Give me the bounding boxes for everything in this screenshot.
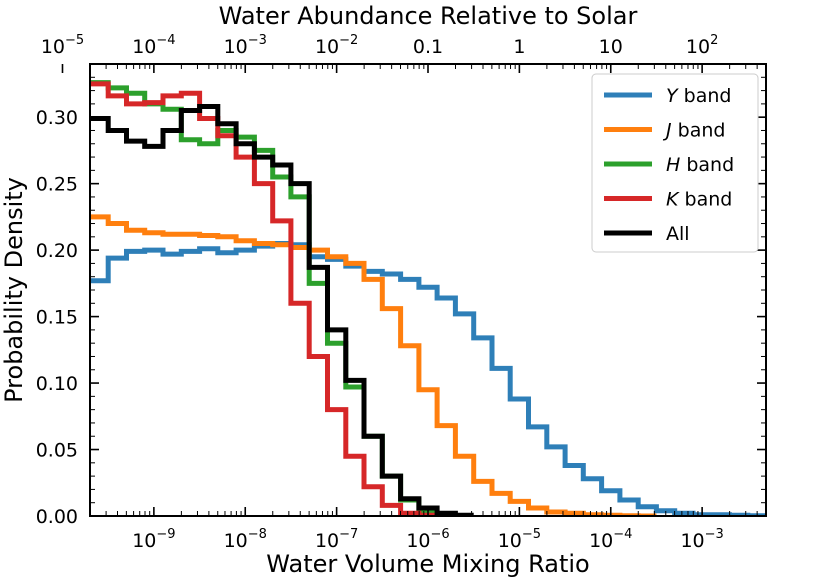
series-h-band bbox=[90, 80, 438, 515]
x-tick-label: 10−9 bbox=[132, 527, 175, 552]
y-tick-label: 0.30 bbox=[36, 107, 78, 129]
y-axis-label: Probability Density bbox=[0, 177, 28, 403]
top-x-tick-label: 1 bbox=[513, 36, 525, 58]
y-tick-label: 0.15 bbox=[36, 307, 78, 329]
x-axis-label: Water Volume Mixing Ratio bbox=[266, 550, 589, 578]
top-x-tick-label: 102 bbox=[686, 33, 718, 58]
top-x-tick-label: 10−5 bbox=[41, 33, 84, 58]
y-tick-label: 0.05 bbox=[36, 440, 78, 462]
series-k-band bbox=[90, 81, 438, 516]
series-all bbox=[90, 104, 474, 516]
top-x-tick-label: 10−3 bbox=[224, 33, 267, 58]
series-group bbox=[90, 80, 766, 516]
x-tick-label: 10−8 bbox=[224, 527, 267, 552]
legend-box bbox=[591, 73, 759, 253]
legend-label: Y band bbox=[666, 85, 731, 107]
x-tick-label: 10−4 bbox=[589, 527, 632, 552]
series-j-band bbox=[90, 214, 657, 516]
x-tick-label: 10−7 bbox=[315, 527, 358, 552]
legend-label: All bbox=[666, 223, 690, 245]
x-tick-label: 10−3 bbox=[680, 527, 723, 552]
top-x-tick-label: 10−2 bbox=[315, 33, 358, 58]
ticks-group bbox=[61, 64, 767, 517]
tick-labels-group: 0.00 0.05 0.10 0.15 0.20 0.25 0.30 10−9 10−8 10−7… bbox=[36, 33, 724, 552]
legend-label: K band bbox=[666, 189, 732, 211]
y-tick-label: 0.20 bbox=[36, 240, 78, 262]
x-tick-label: 10−6 bbox=[406, 527, 449, 552]
top-x-tick-label: 10−4 bbox=[132, 33, 175, 58]
series-y-band bbox=[90, 241, 766, 516]
top-x-tick-label: 0.1 bbox=[413, 36, 443, 58]
y-tick-label: 0.10 bbox=[36, 373, 78, 395]
y-tick-label: 0.00 bbox=[36, 506, 78, 528]
y-tick-label: 0.25 bbox=[36, 174, 78, 196]
legend-label: J band bbox=[662, 120, 725, 142]
legend: Y band J band H band K band All bbox=[591, 73, 759, 253]
top-x-axis-label: Water Abundance Relative to Solar bbox=[219, 2, 638, 30]
x-tick-label: 10−5 bbox=[498, 527, 541, 552]
top-x-tick-label: 10 bbox=[599, 36, 623, 58]
legend-label: H band bbox=[666, 154, 734, 176]
